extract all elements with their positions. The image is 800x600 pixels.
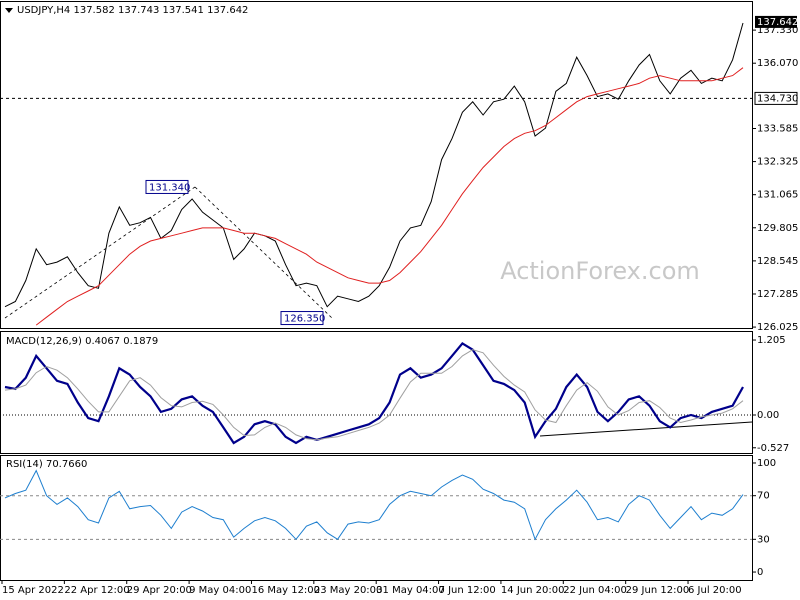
series-line [4, 349, 744, 441]
y-tick-label: 136.070 [757, 58, 798, 69]
y-tick-label: 128.545 [757, 256, 798, 267]
annotation-label: 131.340 [149, 182, 190, 193]
y-tick-label: 132.325 [757, 157, 798, 168]
y-tick-label: 1.205 [757, 335, 786, 346]
x-tick-label: 14 Jun 20:00 [501, 585, 565, 596]
trend-line [194, 186, 333, 319]
y-tick-label: 129.805 [757, 223, 798, 234]
last-price-label: 137.642 [757, 17, 798, 28]
x-tick-label: 16 May 12:00 [251, 585, 320, 596]
series-line [4, 469, 744, 541]
rsi-title: RSI(14) 70.7660 [6, 459, 87, 470]
rsi-panel [0, 455, 753, 581]
watermark: ActionForex.com [500, 257, 700, 285]
y-tick-label: 100 [757, 458, 776, 469]
menu-arrow [5, 8, 13, 13]
y-tick-label: 131.065 [757, 190, 798, 201]
macd-title: MACD(12,26,9) 0.4067 0.1879 [6, 336, 158, 347]
annotation-label: 126.350 [284, 314, 325, 325]
level-label: 134.730 [757, 93, 798, 104]
x-tick-label: 23 May 20:00 [314, 585, 383, 596]
last-price-box [755, 15, 797, 28]
x-tick-label: 29 Jun 12:00 [626, 585, 690, 596]
y-tick-label: 137.330 [757, 25, 798, 36]
macd-trend-line [539, 421, 753, 437]
x-tick-label: 22 Apr 12:00 [64, 585, 129, 596]
y-tick-label: 127.285 [757, 289, 798, 300]
x-tick-label: 6 Jul 20:00 [688, 585, 742, 596]
y-tick-label: 126.025 [757, 322, 798, 333]
x-tick-label: 22 Jun 04:00 [563, 585, 627, 596]
x-tick-label: 9 May 04:00 [189, 585, 251, 596]
trend-line [4, 186, 196, 319]
y-tick-label: 70 [757, 491, 770, 502]
x-tick-label: 7 Jun 12:00 [439, 585, 496, 596]
series-line [4, 341, 744, 445]
x-tick-label: 29 Apr 20:00 [127, 585, 192, 596]
level-label-box [754, 91, 798, 105]
series-line [35, 67, 744, 326]
y-tick-label: -0.527 [757, 443, 789, 454]
annotation-box [145, 179, 189, 194]
y-tick-label: 0 [757, 567, 763, 578]
y-tick-label: 0.00 [757, 410, 779, 421]
series-line [4, 22, 744, 308]
x-tick-label: 31 May 04:00 [376, 585, 445, 596]
macd-panel [0, 331, 753, 454]
price-panel [0, 1, 753, 329]
annotation-box [280, 311, 324, 326]
y-tick-label: 133.585 [757, 123, 798, 134]
x-tick-label: 15 Apr 2022 [2, 585, 64, 596]
y-tick-label: 30 [757, 534, 770, 545]
chart-title: USDJPY,H4 137.582 137.743 137.541 137.64… [17, 5, 248, 16]
